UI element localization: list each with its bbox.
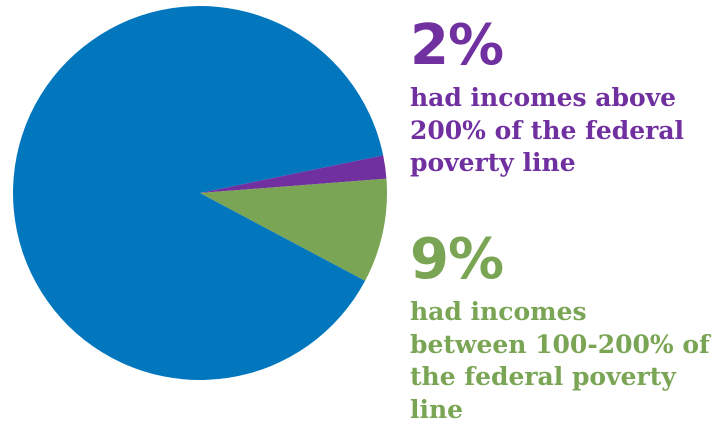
between-100-200-description: had incomes between 100-200% of the fede… [410, 297, 710, 424]
between-100-200-percent: 9% [410, 227, 504, 292]
callout-above-200: 2% had incomes above 200% of the federal… [410, 18, 719, 180]
above-200-percent: 2% [410, 13, 504, 78]
pie-slice-100-200 [200, 178, 387, 281]
above-200-description: had incomes above 200% of the federal po… [410, 83, 685, 177]
callout-100-200: 9% had incomes between 100-200% of the f… [410, 232, 710, 426]
pie-slice-below-100 [13, 5, 384, 380]
pie-slice-above-200 [200, 155, 387, 193]
